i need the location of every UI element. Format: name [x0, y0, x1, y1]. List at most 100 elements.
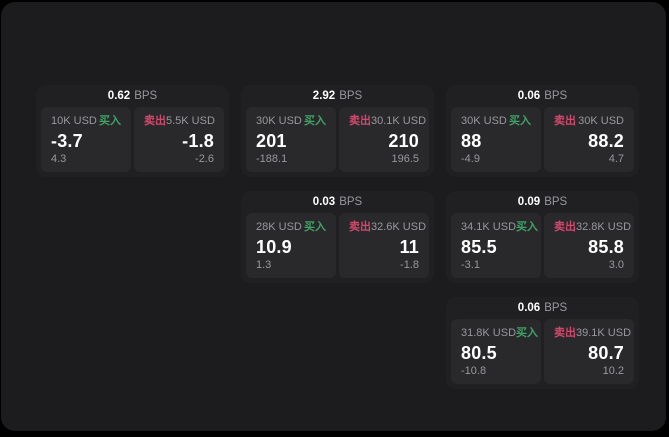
sell-badge: 卖出: [144, 115, 166, 127]
buy-panel-top: 10K USD 买入: [51, 115, 121, 128]
bps-unit-label: BPS: [134, 90, 158, 102]
bps-unit-label: BPS: [339, 90, 363, 102]
card-header: 0.03 BPS: [246, 191, 429, 213]
bps-unit-label: BPS: [544, 196, 568, 208]
sell-price: 80.7: [588, 343, 624, 363]
buy-badge: 买入: [304, 115, 326, 127]
buy-sub-value: -3.1: [461, 259, 480, 271]
buy-price: 201: [256, 131, 287, 151]
buy-size: 30K USD: [461, 115, 507, 127]
buy-size: 10K USD: [51, 115, 97, 127]
quote-panels: 31.8K USD 买入 80.5 -10.8 卖出 39.1K USD 80.…: [451, 319, 634, 384]
bps-unit-label: BPS: [339, 196, 363, 208]
bps-value: 0.06: [517, 90, 541, 102]
quote-card: 0.06 BPS 31.8K USD 买入 80.5 -10.8 卖出 39.1…: [446, 297, 639, 389]
buy-badge: 买入: [516, 221, 539, 233]
bps-value: 0.09: [517, 196, 541, 208]
buy-price: -3.7: [51, 131, 83, 151]
buy-price: 85.5: [461, 237, 497, 257]
quote-card: 0.09 BPS 34.1K USD 买入 85.5 -3.1 卖出 32.8K…: [446, 191, 639, 283]
buy-price: 10.9: [256, 237, 292, 257]
bps-value: 0.03: [312, 196, 336, 208]
buy-panel[interactable]: 31.8K USD 买入 80.5 -10.8: [451, 319, 541, 384]
sell-panel[interactable]: 卖出 30.1K USD 210 196.5: [339, 107, 429, 172]
buy-panel[interactable]: 28K USD 买入 10.9 1.3: [246, 213, 336, 278]
buy-size: 28K USD: [256, 221, 302, 233]
sell-price: 210: [388, 131, 419, 151]
sell-sub-value: 3.0: [608, 259, 624, 271]
quote-panels: 10K USD 买入 -3.7 4.3 卖出 5.5K USD -1.8 -2.…: [41, 107, 224, 172]
card-header: 0.06 BPS: [451, 85, 634, 107]
sell-badge: 卖出: [554, 221, 576, 233]
sell-price: 11: [399, 237, 419, 257]
sell-badge: 卖出: [349, 115, 371, 127]
bps-value: 0.62: [107, 90, 131, 102]
buy-price: 88: [461, 131, 482, 151]
buy-sub-value: -188.1: [256, 153, 288, 165]
buy-panel[interactable]: 30K USD 买入 88 -4.9: [451, 107, 541, 172]
buy-panel-top: 28K USD 买入: [256, 221, 326, 234]
quote-card: 0.06 BPS 30K USD 买入 88 -4.9 卖出 30K USD 8…: [446, 85, 639, 177]
sell-sub-value: -1.8: [400, 259, 419, 271]
buy-sub-value: 4.3: [51, 153, 67, 165]
quote-card: 0.62 BPS 10K USD 买入 -3.7 4.3 卖出 5.5K USD…: [36, 85, 229, 177]
buy-size: 31.8K USD: [461, 327, 517, 339]
sell-badge: 卖出: [554, 115, 576, 127]
sell-size: 39.1K USD: [576, 327, 632, 339]
sell-panel-top: 卖出 39.1K USD: [554, 327, 631, 340]
buy-panel-top: 34.1K USD 买入: [461, 221, 538, 234]
quote-panels: 28K USD 买入 10.9 1.3 卖出 32.6K USD 11 -1.8: [246, 213, 429, 278]
card-header: 0.06 BPS: [451, 297, 634, 319]
sell-panel[interactable]: 卖出 39.1K USD 80.7 10.2: [544, 319, 634, 384]
buy-badge: 买入: [99, 115, 121, 127]
card-header: 0.62 BPS: [41, 85, 224, 107]
buy-size: 30K USD: [256, 115, 302, 127]
bps-value: 0.06: [517, 302, 541, 314]
quote-panels: 30K USD 买入 88 -4.9 卖出 30K USD 88.2 4.7: [451, 107, 634, 172]
quote-card: 0.03 BPS 28K USD 买入 10.9 1.3 卖出 32.6K US…: [241, 191, 434, 283]
sell-price: -1.8: [182, 131, 214, 151]
quote-panels: 30K USD 买入 201 -188.1 卖出 30.1K USD 210 1…: [246, 107, 429, 172]
sell-badge: 卖出: [349, 221, 371, 233]
app-frame: 0.62 BPS 10K USD 买入 -3.7 4.3 卖出 5.5K USD…: [1, 2, 666, 431]
sell-panel-top: 卖出 30K USD: [554, 115, 624, 128]
buy-badge: 买入: [516, 327, 539, 339]
buy-panel[interactable]: 10K USD 买入 -3.7 4.3: [41, 107, 131, 172]
sell-size: 30.1K USD: [371, 115, 427, 127]
sell-size: 32.8K USD: [576, 221, 632, 233]
quote-panels: 34.1K USD 买入 85.5 -3.1 卖出 32.8K USD 85.8…: [451, 213, 634, 278]
sell-sub-value: 4.7: [608, 153, 624, 165]
buy-panel[interactable]: 34.1K USD 买入 85.5 -3.1: [451, 213, 541, 278]
buy-panel-top: 31.8K USD 买入: [461, 327, 538, 340]
sell-badge: 卖出: [554, 327, 576, 339]
quote-grid: 0.62 BPS 10K USD 买入 -3.7 4.3 卖出 5.5K USD…: [36, 85, 639, 389]
buy-panel-top: 30K USD 买入: [256, 115, 326, 128]
card-header: 0.09 BPS: [451, 191, 634, 213]
sell-price: 88.2: [588, 131, 624, 151]
sell-size: 30K USD: [578, 115, 624, 127]
sell-panel[interactable]: 卖出 32.6K USD 11 -1.8: [339, 213, 429, 278]
buy-panel[interactable]: 30K USD 买入 201 -188.1: [246, 107, 336, 172]
buy-badge: 买入: [304, 221, 326, 233]
buy-size: 34.1K USD: [461, 221, 517, 233]
sell-size: 32.6K USD: [371, 221, 427, 233]
sell-size: 5.5K USD: [166, 115, 215, 127]
sell-panel-top: 卖出 32.8K USD: [554, 221, 631, 234]
sell-sub-value: -2.6: [195, 153, 214, 165]
sell-sub-value: 196.5: [391, 153, 419, 165]
quote-card: 2.92 BPS 30K USD 买入 201 -188.1 卖出 30.1K …: [241, 85, 434, 177]
sell-panel-top: 卖出 30.1K USD: [349, 115, 426, 128]
sell-panel[interactable]: 卖出 32.8K USD 85.8 3.0: [544, 213, 634, 278]
buy-badge: 买入: [509, 115, 531, 127]
buy-panel-top: 30K USD 买入: [461, 115, 531, 128]
sell-panel[interactable]: 卖出 5.5K USD -1.8 -2.6: [134, 107, 224, 172]
buy-sub-value: -10.8: [461, 365, 487, 377]
sell-panel[interactable]: 卖出 30K USD 88.2 4.7: [544, 107, 634, 172]
sell-panel-top: 卖出 5.5K USD: [144, 115, 215, 128]
bps-unit-label: BPS: [544, 90, 568, 102]
sell-panel-top: 卖出 32.6K USD: [349, 221, 426, 234]
buy-sub-value: -4.9: [461, 153, 480, 165]
buy-sub-value: 1.3: [256, 259, 272, 271]
bps-value: 2.92: [312, 90, 336, 102]
bps-unit-label: BPS: [544, 302, 568, 314]
